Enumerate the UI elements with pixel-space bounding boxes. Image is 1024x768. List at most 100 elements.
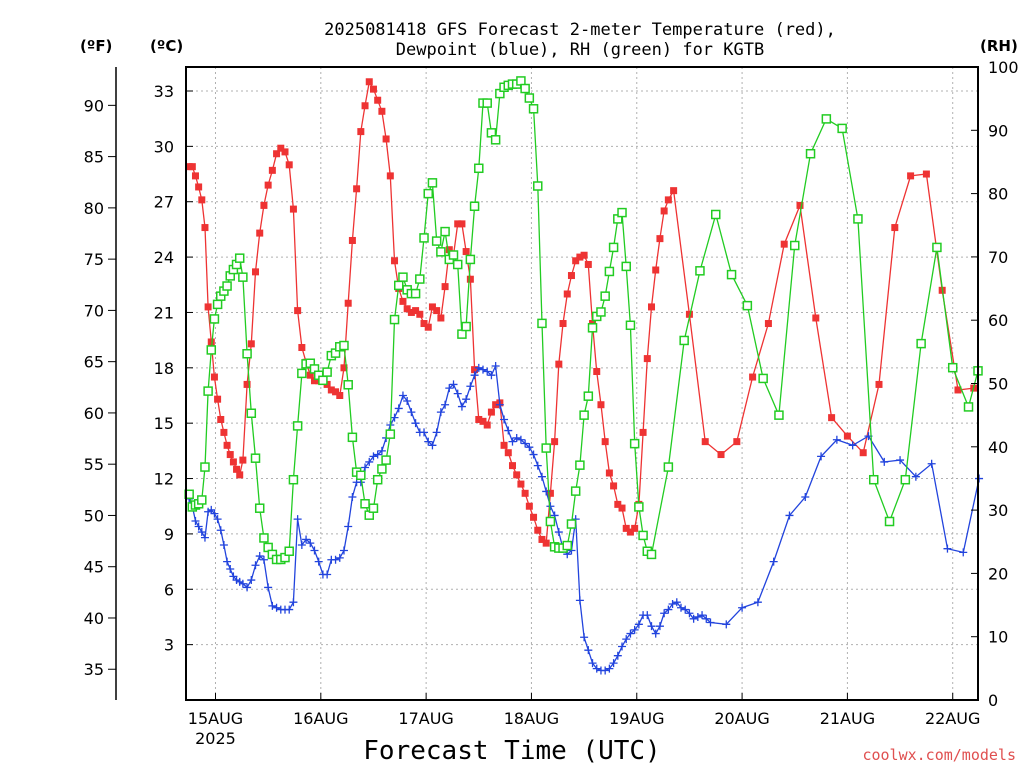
- rh-point: [254, 503, 265, 513]
- rh-point: [461, 321, 471, 332]
- dewpoint-point: [323, 570, 332, 579]
- temperature-point: [306, 371, 314, 379]
- rh-point: [389, 314, 400, 325]
- x-tick-label: 22AUG: [925, 709, 980, 728]
- fahrenheit-tick-label: 75: [84, 250, 104, 269]
- dewpoint-point: [487, 371, 496, 380]
- dewpoint-point: [403, 397, 412, 406]
- rh-point: [947, 362, 958, 373]
- rh-point: [587, 323, 598, 333]
- dewpoint-point: [390, 413, 399, 422]
- temperature-point: [260, 201, 268, 209]
- temperature-point: [247, 340, 255, 348]
- temperature-point: [483, 421, 491, 429]
- temperature-point: [500, 441, 508, 449]
- rh-point: [695, 266, 705, 276]
- rh-point: [377, 464, 387, 474]
- dewpoint-point: [238, 579, 247, 588]
- temperature-point: [701, 438, 709, 446]
- temperature-point: [310, 377, 318, 385]
- temperature-point: [391, 257, 399, 265]
- dewpoint-point: [293, 515, 302, 524]
- temperature-point: [530, 513, 538, 521]
- rh-point: [562, 540, 573, 551]
- rh-point: [436, 247, 446, 257]
- temperature-point: [428, 303, 436, 311]
- rh-point: [474, 163, 484, 174]
- rh-point: [197, 495, 207, 505]
- dewpoint-point: [685, 609, 694, 618]
- rh-point: [884, 516, 895, 527]
- rh-point: [427, 178, 438, 188]
- dewpoint-point: [216, 526, 225, 535]
- temperature-point: [749, 373, 757, 381]
- dewpoint-point: [622, 635, 631, 644]
- dewpoint-point: [210, 509, 219, 518]
- rh-point: [774, 410, 784, 420]
- temperature-point: [195, 183, 203, 191]
- temperature-point: [454, 220, 462, 228]
- temperature-point: [492, 401, 500, 409]
- temperature-point: [233, 465, 241, 473]
- temperature-point: [289, 205, 297, 213]
- dewpoint-point: [424, 437, 433, 446]
- dewpoint-point: [655, 622, 664, 631]
- dewpoint-point: [289, 598, 298, 607]
- temperature-point: [954, 386, 962, 394]
- temperature-point: [382, 135, 390, 143]
- temperature-point: [407, 308, 415, 316]
- dewpoint-point: [219, 540, 228, 549]
- temperature-point: [214, 395, 222, 403]
- temperature-point: [563, 290, 571, 298]
- x-tick-label: 16AUG: [293, 709, 348, 728]
- dewpoint-point: [344, 522, 353, 531]
- fahrenheit-tick-label: 55: [84, 455, 104, 474]
- rh-point: [638, 530, 648, 541]
- rh-point: [393, 280, 404, 291]
- dewpoint-point: [407, 408, 416, 417]
- temperature-point: [551, 438, 559, 446]
- temperature-point: [365, 78, 373, 86]
- temperature-point: [403, 305, 411, 313]
- temperature-point: [466, 275, 474, 283]
- rh-point: [663, 462, 674, 472]
- rh-tick-label: 60: [988, 311, 1008, 330]
- dewpoint-point: [817, 452, 826, 461]
- rh-point: [423, 188, 433, 199]
- chart-title-line-2: Dewpoint (blue), RH (green) for KGTB: [396, 40, 764, 60]
- temperature-point: [239, 456, 247, 464]
- rh-tick-label: 90: [988, 121, 1008, 140]
- dewpoint-point: [630, 625, 639, 634]
- dewpoint-point: [306, 539, 315, 548]
- temperature-point: [217, 415, 225, 423]
- dewpoint-point: [314, 557, 323, 566]
- dewpoint-point: [959, 548, 968, 557]
- dewpoint-point: [975, 474, 984, 483]
- dewpoint-point: [801, 492, 810, 501]
- dewpoint-point: [302, 535, 311, 544]
- dewpoint-point: [474, 363, 483, 372]
- temperature-point: [226, 451, 234, 459]
- temperature-point: [812, 314, 820, 322]
- temperature-point: [660, 207, 668, 215]
- rh-tick-label: 40: [988, 438, 1008, 457]
- dewpoint-point: [943, 544, 952, 553]
- dewpoint-point: [491, 361, 500, 370]
- temperature-point: [648, 303, 656, 311]
- temperature-point: [717, 451, 725, 459]
- temperature-point: [264, 181, 272, 189]
- rh-point: [837, 123, 847, 134]
- rh-point: [579, 410, 589, 420]
- dewpoint-point: [647, 622, 656, 631]
- dewpoint-point: [495, 400, 504, 409]
- temperature-point: [433, 307, 441, 315]
- rh-point: [292, 421, 303, 431]
- rh-tick-label: 20: [988, 564, 1008, 583]
- temperature-point: [605, 469, 613, 477]
- grid-layer: [186, 67, 978, 700]
- rh-point: [360, 499, 370, 509]
- dewpoint-point: [546, 502, 555, 511]
- rh-point: [246, 408, 257, 419]
- dewpoint-point: [660, 609, 669, 618]
